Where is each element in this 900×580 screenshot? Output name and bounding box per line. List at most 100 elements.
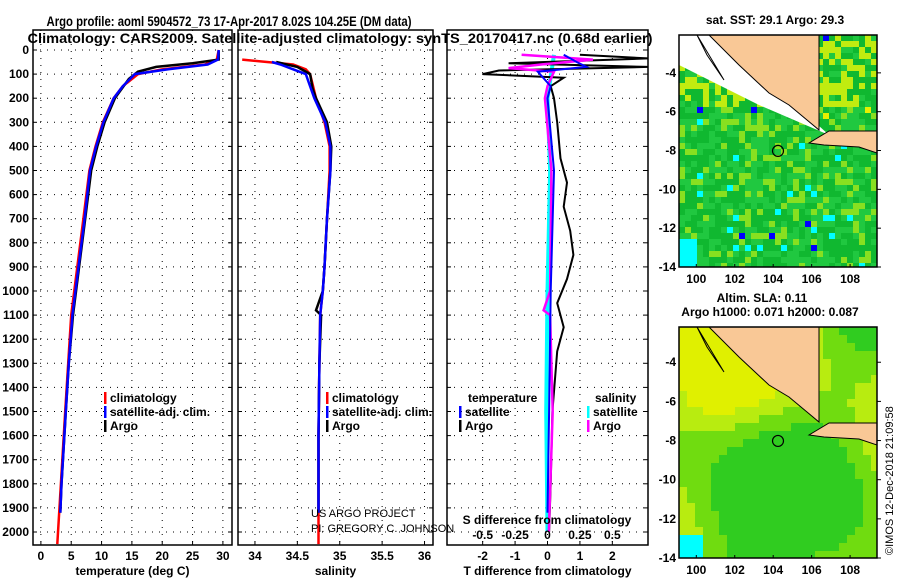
map-pixel <box>793 179 799 185</box>
map-pixel <box>783 511 791 519</box>
map-pixel <box>793 161 799 167</box>
map-pixel <box>865 107 871 113</box>
map-pixel <box>841 35 847 41</box>
map-pixel <box>695 495 703 503</box>
map-pixel <box>817 89 823 95</box>
map-pixel <box>711 423 719 431</box>
map-pixel <box>757 179 763 185</box>
map-pixel <box>697 77 703 83</box>
map-pixel <box>685 155 691 161</box>
map-pixel <box>709 119 715 125</box>
map-pixel <box>791 527 799 535</box>
map-pixel <box>847 113 853 119</box>
map-pixel <box>823 203 829 209</box>
map-pixel <box>719 455 727 463</box>
map-pixel <box>853 233 859 239</box>
map-pixel <box>691 197 697 203</box>
map-pixel <box>871 551 877 558</box>
map-pixel <box>855 511 863 519</box>
map-pixel <box>775 551 783 558</box>
map-pixel <box>807 495 815 503</box>
map-pixel <box>745 233 751 239</box>
map-pixel <box>745 179 751 185</box>
y-tick-label: 900 <box>9 260 29 274</box>
map-pixel <box>853 191 859 197</box>
map-pixel <box>685 257 691 263</box>
map-pixel <box>805 197 811 203</box>
map-pixel <box>811 221 817 227</box>
map-pixel <box>691 125 697 131</box>
legend-title-salinity: salinity <box>595 391 637 405</box>
map-pixel <box>767 511 775 519</box>
map-pixel <box>871 41 877 47</box>
map-pixel <box>831 463 839 471</box>
map-pixel <box>679 257 685 263</box>
map-pixel <box>685 161 691 167</box>
y-tick-label: -6 <box>665 105 676 119</box>
map-pixel <box>759 407 767 415</box>
map-pixel <box>691 83 697 89</box>
map-pixel <box>711 495 719 503</box>
map-pixel <box>739 119 745 125</box>
map-pixel <box>685 71 691 77</box>
map-pixel <box>817 215 823 221</box>
map-pixel <box>817 245 823 251</box>
map-pixel <box>811 233 817 239</box>
map-pixel <box>703 519 711 527</box>
map-pixel <box>793 221 799 227</box>
map-pixel <box>767 415 775 423</box>
map-pixel <box>823 209 829 215</box>
legend-item-marker <box>587 420 590 432</box>
map-pixel <box>829 263 835 267</box>
map-pixel <box>823 487 831 495</box>
map-pixel <box>763 167 769 173</box>
map-pixel <box>757 263 763 267</box>
map-pixel <box>769 143 775 149</box>
map-pixel <box>817 233 823 239</box>
map-pixel <box>703 503 711 511</box>
map-pixel <box>703 447 711 455</box>
map-pixel <box>859 203 865 209</box>
map-pixel <box>799 191 805 197</box>
map-pixel <box>727 125 733 131</box>
map-pixel <box>703 89 709 95</box>
map-pixel <box>853 167 859 173</box>
map-pixel <box>739 197 745 203</box>
map-pixel <box>721 257 727 263</box>
map-pixel <box>835 197 841 203</box>
map-pixel <box>775 221 781 227</box>
map-pixel <box>839 487 847 495</box>
map-pixel <box>853 251 859 257</box>
map-pixel <box>865 65 871 71</box>
map-pixel <box>811 161 817 167</box>
map-pixel <box>815 519 823 527</box>
map-pixel <box>847 65 853 71</box>
map-pixel <box>703 431 711 439</box>
map-pixel <box>855 463 863 471</box>
map-pixel <box>859 191 865 197</box>
map-pixel <box>733 95 739 101</box>
map-pixel <box>783 455 791 463</box>
map-pixel <box>859 209 865 215</box>
map-pixel <box>739 191 745 197</box>
map-pixel <box>745 107 751 113</box>
map-pixel <box>863 503 871 511</box>
map-pixel <box>735 535 743 543</box>
map-pixel <box>853 35 859 41</box>
map-pixel <box>863 383 871 391</box>
map-pixel <box>839 359 847 367</box>
map-pixel <box>691 155 697 161</box>
y-tick-label: -14 <box>659 551 677 565</box>
map-pixel <box>679 239 685 245</box>
map-pixel <box>835 35 841 41</box>
map-pixel <box>841 239 847 245</box>
map-pixel <box>847 327 855 335</box>
map-pixel <box>799 527 807 535</box>
x-tick-label: 35.5 <box>370 549 394 563</box>
map-pixel <box>685 215 691 221</box>
map-pixel <box>865 203 871 209</box>
map-pixel <box>715 185 721 191</box>
map-pixel <box>839 447 847 455</box>
pi-credit: PI: GREGORY C. JOHNSON <box>311 523 454 535</box>
map-pixel <box>751 107 757 113</box>
